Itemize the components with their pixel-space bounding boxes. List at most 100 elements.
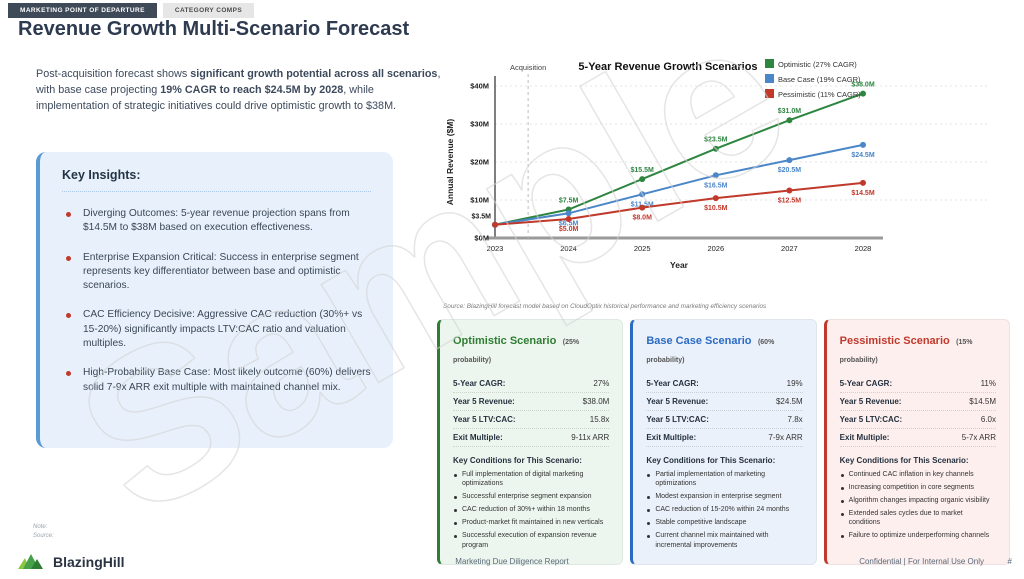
- key-insights-panel: Key Insights: Diverging Outcomes: 5-year…: [36, 152, 393, 448]
- condition-item: CAC reduction of 15-20% within 24 months: [646, 505, 802, 514]
- scenario-title: Pessimistic Scenario: [839, 335, 950, 347]
- condition-item: Continued CAC inflation in key channels: [840, 470, 996, 479]
- condition-item: Stable competitive landscape: [646, 518, 802, 527]
- svg-text:Base Case (19% CAGR): Base Case (19% CAGR): [778, 75, 861, 84]
- svg-text:Year: Year: [670, 260, 689, 270]
- stat-row: 5-Year CAGR: 19%: [646, 375, 803, 393]
- condition-item: Modest expansion in enterprise segment: [646, 492, 802, 501]
- key-insights-title: Key Insights:: [62, 168, 141, 182]
- stat-row: 5-Year CAGR: 27%: [453, 375, 610, 393]
- footer-confidential: Confidential | For Internal Use Only: [859, 557, 984, 566]
- note-source-block: Note: Source:: [33, 523, 54, 541]
- key-insight-item: CAC Efficiency Decisive: Aggressive CAC …: [62, 308, 371, 351]
- svg-text:$7.5M: $7.5M: [559, 198, 579, 205]
- conditions-title: Key Conditions for This Scenario:: [839, 456, 969, 465]
- condition-item: Failure to optimize underperforming chan…: [840, 531, 996, 540]
- key-insight-item: Diverging Outcomes: 5-year revenue proje…: [62, 207, 371, 236]
- condition-item: Extended sales cycles due to market cond…: [840, 509, 996, 528]
- stat-row: Year 5 LTV:CAC: 7.8x: [646, 411, 803, 429]
- condition-item: Algorithm changes impacting organic visi…: [840, 496, 996, 505]
- blazinghill-logo: BlazingHill: [18, 553, 125, 571]
- key-insight-item: Enterprise Expansion Critical: Success i…: [62, 251, 371, 294]
- condition-item: Full implementation of digital marketing…: [453, 470, 609, 489]
- intro-text: Post-acquisition forecast shows: [36, 68, 191, 80]
- key-insights-list: Diverging Outcomes: 5-year revenue proje…: [62, 207, 371, 395]
- svg-text:2025: 2025: [634, 244, 651, 253]
- svg-text:$0M: $0M: [474, 234, 489, 243]
- card-header: Optimistic Scenario (25% probability): [453, 331, 609, 367]
- revenue-chart-container: $0M $10M $20M $30M $40M 2023 2024 2025 2026 2027 2…: [443, 56, 1015, 308]
- key-insight-item: High-Probability Base Case: Most likely …: [62, 366, 371, 395]
- revenue-chart: $0M $10M $20M $30M $40M 2023 2024 2025 2026 2027 2…: [445, 59, 988, 270]
- card-header: Base Case Scenario (60% probability): [646, 331, 802, 367]
- svg-text:$20.5M: $20.5M: [778, 167, 802, 174]
- blazinghill-logo-icon: [18, 554, 43, 569]
- svg-text:2026: 2026: [707, 244, 724, 253]
- svg-text:$10.5M: $10.5M: [704, 205, 728, 212]
- svg-text:$24.5M: $24.5M: [851, 152, 875, 159]
- scenario-card-base-case: Base Case Scenario (60% probability) 5-Y…: [630, 319, 817, 565]
- scenario-card-optimistic: Optimistic Scenario (25% probability) 5-…: [437, 319, 624, 565]
- svg-text:$15.5M: $15.5M: [631, 167, 655, 174]
- top-tabs: MARKETING POINT OF DEPARTURE CATEGORY CO…: [8, 3, 255, 18]
- stat-row: Year 5 LTV:CAC: 15.8x: [453, 411, 610, 429]
- stat-row: Exit Multiple: 7-9x ARR: [646, 429, 803, 447]
- condition-item: CAC reduction of 30%+ within 18 months: [453, 505, 609, 514]
- svg-text:2027: 2027: [781, 244, 798, 253]
- condition-item: Partial implementation of marketing opti…: [646, 470, 802, 489]
- divider: [62, 191, 371, 192]
- intro-bold-1: significant growth potential across all …: [190, 68, 438, 80]
- intro-paragraph: Post-acquisition forecast shows signific…: [36, 66, 442, 115]
- svg-text:$14.5M: $14.5M: [851, 190, 875, 197]
- condition-item: Successful enterprise segment expansion: [453, 492, 609, 501]
- svg-text:Annual Revenue ($M): Annual Revenue ($M): [445, 119, 455, 206]
- svg-text:2024: 2024: [560, 244, 577, 253]
- chart-source-note: Source: BlazingHill forecast model based…: [443, 303, 767, 310]
- svg-text:$16.5M: $16.5M: [704, 182, 728, 189]
- scenario-title: Optimistic Scenario: [453, 335, 557, 347]
- svg-text:$6.5M: $6.5M: [559, 220, 579, 227]
- tab-category-comps[interactable]: CATEGORY COMPS: [162, 3, 255, 18]
- intro-bold-2: 19% CAGR to reach $24.5M by 2028: [160, 84, 344, 97]
- footer-report-title: Marketing Due Diligence Report: [455, 557, 569, 566]
- svg-text:Pessimistic (11% CAGR): Pessimistic (11% CAGR): [778, 90, 861, 99]
- stat-row: Exit Multiple: 5-7x ARR: [839, 429, 996, 447]
- svg-text:2028: 2028: [855, 244, 872, 253]
- svg-text:$10M: $10M: [470, 196, 489, 205]
- svg-text:$3.5M: $3.5M: [472, 214, 492, 221]
- conditions-list: Continued CAC inflation in key channels …: [840, 470, 996, 541]
- tab-marketing-point-of-departure[interactable]: MARKETING POINT OF DEPARTURE: [8, 3, 157, 18]
- conditions-list: Partial implementation of marketing opti…: [646, 470, 802, 550]
- scenario-title: Base Case Scenario: [646, 335, 752, 347]
- svg-text:$23.5M: $23.5M: [704, 137, 728, 144]
- page-title: Revenue Growth Multi-Scenario Forecast: [18, 18, 410, 40]
- stat-row: Year 5 LTV:CAC: 6.0x: [839, 411, 996, 429]
- svg-text:Optimistic (27% CAGR): Optimistic (27% CAGR): [778, 60, 857, 69]
- scenario-probability: (25% probability): [453, 339, 580, 364]
- svg-text:2023: 2023: [487, 244, 504, 253]
- stat-row: Year 5 Revenue: $38.0M: [453, 393, 610, 411]
- svg-text:$20M: $20M: [470, 158, 489, 167]
- stat-row: 5-Year CAGR: 11%: [839, 375, 996, 393]
- scenario-probability: (15% probability): [839, 339, 973, 364]
- stat-row: Exit Multiple: 9-11x ARR: [453, 429, 610, 447]
- footer-page-number: #: [1007, 557, 1012, 566]
- scenario-probability: (60% probability): [646, 339, 775, 364]
- svg-text:5-Year Revenue Growth Scenario: 5-Year Revenue Growth Scenarios: [578, 61, 757, 73]
- condition-item: Increasing competition in core segments: [840, 483, 996, 492]
- card-header: Pessimistic Scenario (15% probability): [840, 331, 996, 367]
- svg-text:$12.5M: $12.5M: [778, 198, 802, 205]
- svg-text:$8.0M: $8.0M: [632, 215, 652, 222]
- footer: BlazingHill Marketing Due Diligence Repo…: [0, 545, 1024, 579]
- stat-row: Year 5 Revenue: $24.5M: [646, 393, 803, 411]
- svg-text:$30M: $30M: [470, 120, 489, 129]
- condition-item: Successful execution of expansion revenu…: [453, 531, 609, 550]
- condition-item: Current channel mix maintained with incr…: [646, 531, 802, 550]
- conditions-list: Full implementation of digital marketing…: [453, 470, 609, 550]
- source-label: Source:: [33, 533, 54, 539]
- note-label: Note:: [33, 524, 48, 530]
- condition-item: Product-market fit maintained in new ver…: [453, 518, 609, 527]
- brand-name: BlazingHill: [53, 554, 125, 570]
- intro-text: , with base case projecting: [36, 68, 441, 97]
